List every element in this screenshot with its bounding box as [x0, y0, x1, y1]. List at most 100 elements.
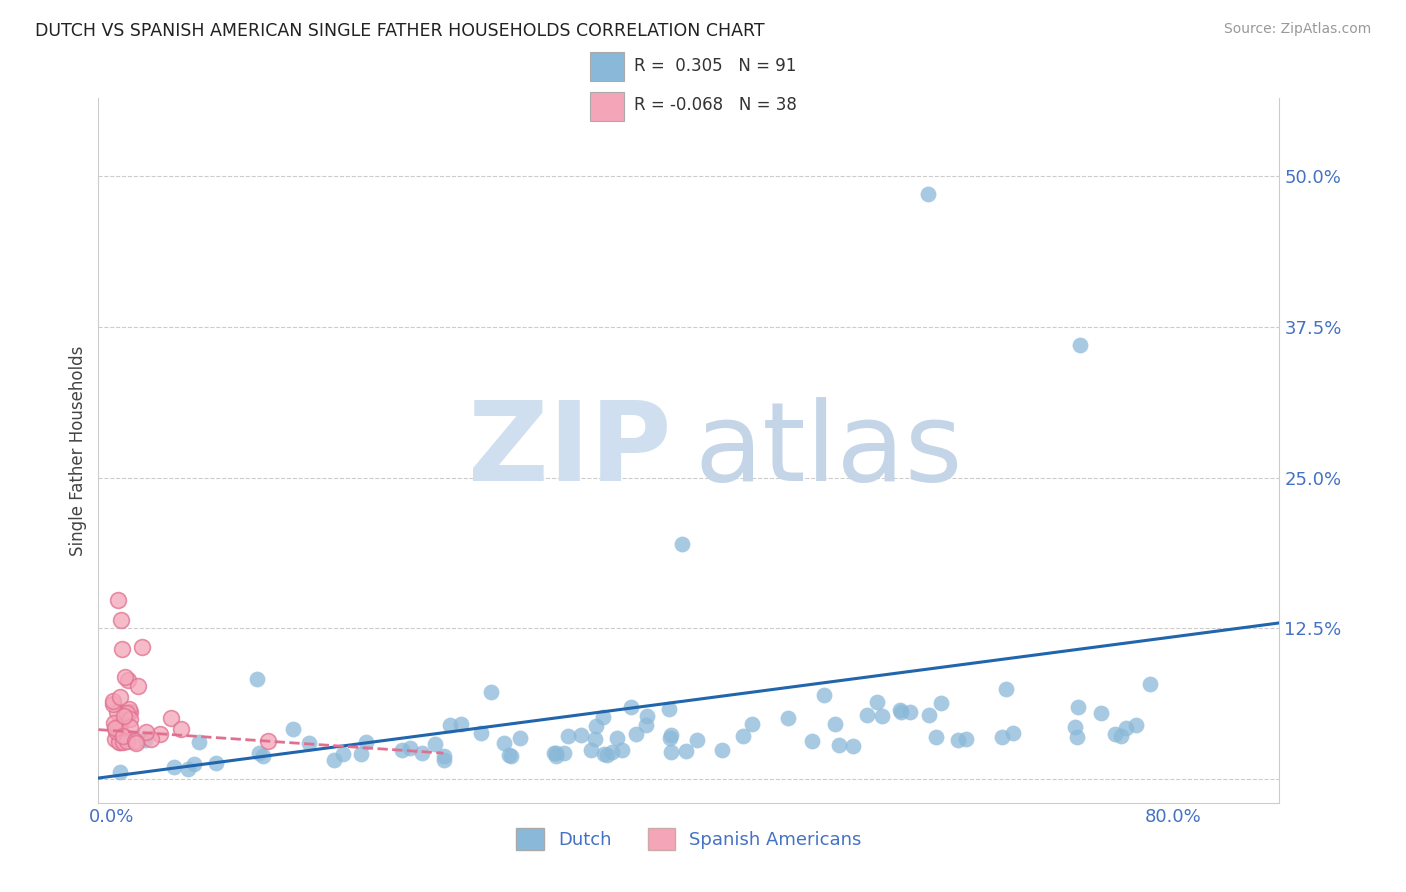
- Point: [606, 731, 628, 746]
- Text: atlas: atlas: [695, 397, 963, 504]
- Point: [391, 743, 413, 757]
- Point: [659, 729, 682, 743]
- Point: [118, 705, 141, 719]
- Point: [252, 749, 274, 764]
- Point: [135, 724, 157, 739]
- Point: [686, 733, 709, 747]
- Point: [917, 187, 939, 202]
- Point: [955, 731, 977, 746]
- Point: [624, 727, 647, 741]
- Point: [105, 724, 128, 739]
- Point: [177, 762, 200, 776]
- Point: [501, 748, 523, 763]
- Point: [991, 730, 1014, 744]
- Point: [1104, 726, 1126, 740]
- Point: [579, 742, 602, 756]
- Point: [187, 735, 209, 749]
- Point: [118, 702, 141, 716]
- Point: [163, 760, 186, 774]
- Point: [658, 702, 681, 716]
- Point: [733, 729, 755, 743]
- Point: [659, 731, 682, 745]
- Point: [105, 720, 128, 734]
- Point: [398, 741, 420, 756]
- Point: [107, 735, 129, 749]
- Point: [131, 640, 153, 654]
- Point: [204, 756, 226, 770]
- Point: [107, 593, 129, 607]
- Point: [1067, 700, 1090, 714]
- Point: [323, 753, 346, 767]
- Point: [634, 717, 657, 731]
- Point: [120, 712, 142, 726]
- Point: [600, 745, 623, 759]
- Point: [160, 711, 183, 725]
- Point: [543, 746, 565, 760]
- Text: R =  0.305   N = 91: R = 0.305 N = 91: [634, 57, 796, 75]
- Point: [557, 730, 579, 744]
- Point: [256, 734, 278, 748]
- Point: [246, 672, 269, 686]
- Point: [866, 694, 889, 708]
- Point: [776, 711, 799, 725]
- Point: [298, 735, 321, 749]
- Point: [610, 742, 633, 756]
- Point: [433, 748, 456, 763]
- Text: R = -0.068   N = 38: R = -0.068 N = 38: [634, 96, 797, 114]
- Point: [569, 728, 592, 742]
- FancyBboxPatch shape: [591, 53, 624, 81]
- Point: [110, 717, 132, 731]
- Point: [1069, 338, 1091, 352]
- Point: [855, 708, 877, 723]
- Point: [425, 737, 447, 751]
- FancyBboxPatch shape: [591, 92, 624, 120]
- Point: [1115, 721, 1137, 735]
- Point: [593, 747, 616, 762]
- Point: [111, 641, 134, 656]
- Point: [433, 753, 456, 767]
- Point: [1125, 718, 1147, 732]
- Point: [120, 721, 142, 735]
- Point: [183, 756, 205, 771]
- Point: [110, 613, 132, 627]
- Point: [117, 673, 139, 687]
- Point: [918, 708, 941, 723]
- Point: [889, 703, 911, 717]
- Point: [450, 716, 472, 731]
- Point: [139, 731, 162, 746]
- Point: [1109, 729, 1132, 743]
- Point: [124, 733, 146, 747]
- Point: [112, 709, 135, 723]
- Point: [170, 723, 193, 737]
- Point: [596, 747, 619, 762]
- Point: [741, 716, 763, 731]
- Point: [509, 731, 531, 746]
- Point: [800, 734, 823, 748]
- Point: [1066, 730, 1088, 744]
- Text: DUTCH VS SPANISH AMERICAN SINGLE FATHER HOUSEHOLDS CORRELATION CHART: DUTCH VS SPANISH AMERICAN SINGLE FATHER …: [35, 22, 765, 40]
- Point: [890, 705, 912, 719]
- Point: [356, 735, 378, 749]
- Point: [105, 706, 128, 720]
- Point: [544, 749, 567, 764]
- Point: [948, 732, 970, 747]
- Point: [479, 685, 502, 699]
- Point: [870, 708, 893, 723]
- Point: [636, 708, 658, 723]
- Point: [103, 731, 125, 746]
- Point: [925, 730, 948, 744]
- Point: [1063, 720, 1085, 734]
- Point: [110, 735, 132, 749]
- Point: [411, 747, 433, 761]
- Point: [544, 747, 567, 761]
- Y-axis label: Single Father Households: Single Father Households: [69, 345, 87, 556]
- Text: Source: ZipAtlas.com: Source: ZipAtlas.com: [1223, 22, 1371, 37]
- Point: [498, 747, 520, 762]
- Point: [620, 699, 643, 714]
- Point: [281, 722, 304, 736]
- Point: [125, 736, 148, 750]
- Point: [127, 679, 149, 693]
- Point: [108, 764, 131, 779]
- Point: [114, 670, 136, 684]
- Point: [995, 682, 1018, 697]
